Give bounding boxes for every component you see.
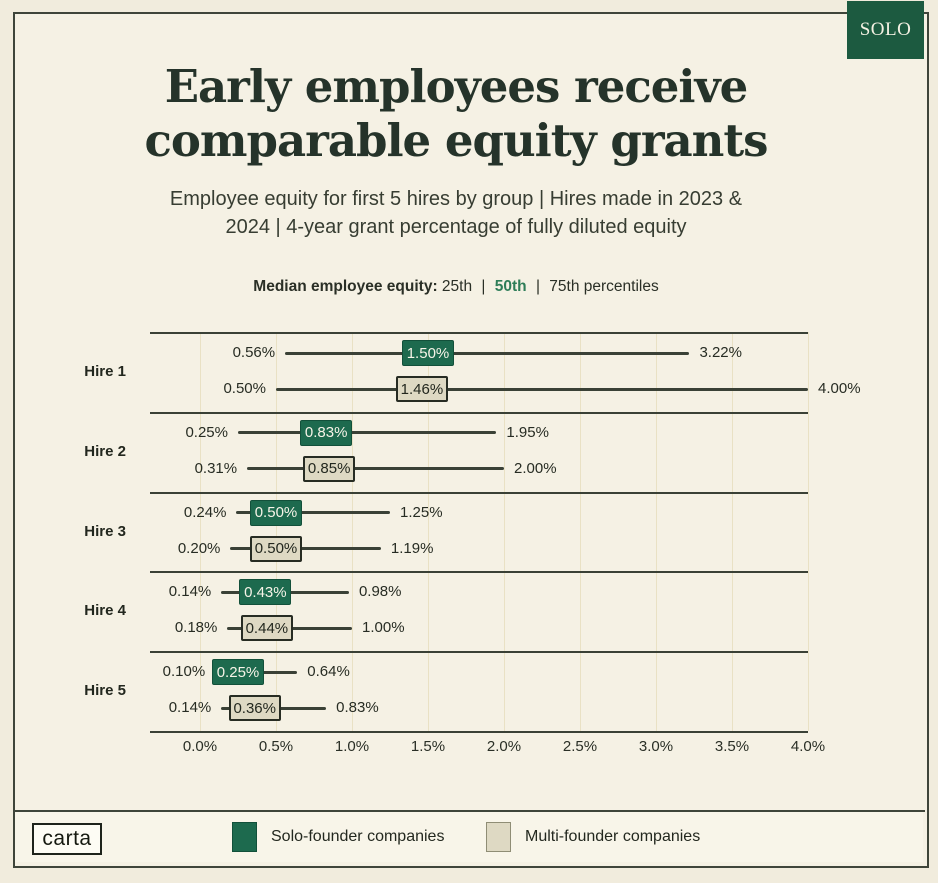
- p25-label: 0.14%: [168, 583, 212, 601]
- hire-label: Hire 5: [84, 682, 126, 700]
- p25-label: 0.20%: [177, 539, 221, 557]
- median-box: 0.36%: [228, 695, 281, 722]
- p25-label: 0.10%: [162, 663, 206, 681]
- group-separator: [150, 491, 808, 494]
- p75-label: 0.98%: [358, 583, 402, 601]
- x-tick-label: 0.0%: [182, 738, 218, 755]
- p75-label: 0.83%: [336, 699, 379, 717]
- x-tick-label: 1.0%: [334, 738, 370, 755]
- median-box: 0.50%: [250, 499, 302, 526]
- hire-label: Hire 4: [84, 602, 126, 620]
- percentile-50-label: 50th: [494, 278, 527, 295]
- gridline: [808, 332, 809, 731]
- footer: carta Solo-founder companies Multi-found…: [15, 812, 923, 862]
- p25-label: 0.25%: [185, 423, 228, 441]
- gridline: [580, 332, 581, 731]
- group-separator: [150, 571, 808, 574]
- solo-badge: SOLO: [847, 1, 924, 59]
- title-line-1: Early employees receive: [164, 60, 749, 113]
- footer-divider: [13, 810, 925, 812]
- x-tick-label: 3.5%: [714, 738, 750, 755]
- gridline: [352, 332, 353, 731]
- x-tick-label: 2.5%: [562, 738, 598, 755]
- gridline: [732, 332, 733, 731]
- median-box: 0.85%: [303, 455, 356, 482]
- p25-label: 0.24%: [183, 503, 227, 521]
- hire-label: Hire 1: [84, 362, 126, 380]
- median-box: 0.50%: [250, 535, 302, 562]
- title-line-2: comparable equity grants: [144, 114, 768, 167]
- separator: |: [481, 278, 486, 295]
- p25-label: 0.50%: [223, 380, 266, 397]
- legend-item-multi: Multi-founder companies: [486, 820, 700, 854]
- x-tick-label: 0.5%: [258, 738, 294, 755]
- p25-label: 0.18%: [174, 619, 218, 637]
- p75-label: 1.25%: [400, 503, 443, 521]
- infographic-card: [13, 12, 929, 868]
- whisker-line: [236, 511, 390, 515]
- legend-label-solo: Solo-founder companies: [271, 828, 445, 845]
- multi-swatch-icon: [486, 822, 511, 852]
- legend-item-solo: Solo-founder companies: [232, 820, 444, 854]
- group-separator: [150, 332, 808, 334]
- whisker-line: [285, 351, 690, 355]
- whisker-line: [238, 431, 497, 435]
- median-box: 0.43%: [239, 579, 292, 606]
- x-tick-label: 2.0%: [486, 738, 522, 755]
- p25-label: 0.31%: [194, 459, 238, 477]
- p75-label: 2.00%: [514, 459, 557, 477]
- p75-label: 1.19%: [390, 539, 434, 557]
- page-title: Early employees receive comparable equit…: [0, 60, 912, 168]
- percentile-25-label: 25th: [441, 278, 473, 295]
- gridline: [504, 332, 505, 731]
- subtitle-line-2: 2024 | 4-year grant percentage of fully …: [225, 216, 687, 238]
- p25-label: 0.14%: [168, 699, 212, 717]
- median-box: 1.46%: [395, 376, 448, 402]
- percentile-key: Median employee equity: 25th | 50th | 75…: [0, 278, 912, 296]
- x-tick-label: 3.0%: [638, 738, 674, 755]
- gridline: [428, 332, 429, 731]
- subtitle: Employee equity for first 5 hires by gro…: [0, 185, 912, 241]
- x-axis-line: [150, 731, 808, 733]
- whisker-line: [230, 547, 381, 551]
- gridline: [656, 332, 657, 731]
- gridline: [200, 332, 201, 731]
- group-separator: [150, 651, 808, 654]
- median-box: 0.25%: [212, 659, 264, 686]
- x-tick-label: 1.5%: [410, 738, 446, 755]
- solo-swatch-icon: [232, 822, 257, 852]
- p75-label: 1.95%: [506, 423, 549, 441]
- hire-label: Hire 3: [84, 522, 126, 540]
- separator: |: [535, 278, 540, 295]
- whisker-line: [276, 387, 808, 391]
- x-tick-label: 4.0%: [790, 738, 826, 755]
- whisker-line: [247, 467, 504, 471]
- p25-label: 0.56%: [232, 344, 276, 361]
- subtitle-line-1: Employee equity for first 5 hires by gro…: [169, 188, 743, 210]
- median-box: 0.83%: [300, 419, 353, 446]
- p75-label: 3.22%: [699, 344, 742, 361]
- legend-label-multi: Multi-founder companies: [525, 828, 701, 845]
- carta-logo-text: carta: [42, 827, 92, 850]
- hire-label: Hire 2: [84, 442, 126, 460]
- carta-logo: carta: [32, 823, 102, 855]
- group-separator: [150, 411, 808, 414]
- p75-label: 1.00%: [362, 619, 405, 637]
- median-box: 0.44%: [240, 615, 293, 642]
- p75-label: 0.64%: [307, 663, 350, 681]
- gridline: [276, 332, 277, 731]
- median-box: 1.50%: [402, 340, 454, 366]
- solo-badge-label: SOLO: [859, 19, 912, 40]
- p75-label: 4.00%: [818, 380, 861, 397]
- percentile-key-title: Median employee equity:: [253, 278, 438, 295]
- percentile-75-label: 75th percentiles: [549, 278, 659, 295]
